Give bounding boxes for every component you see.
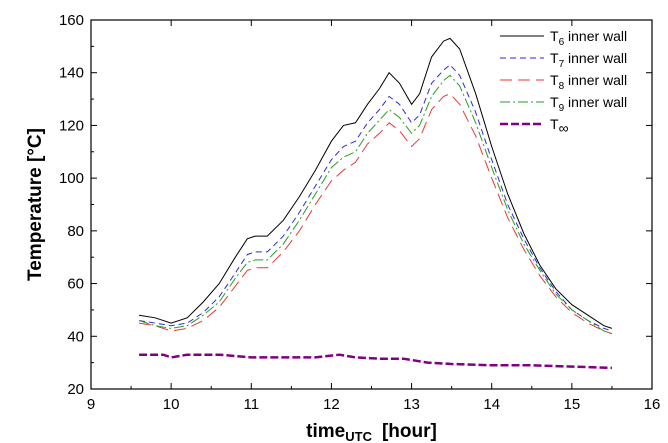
y-axis-title: Temperature [°C] xyxy=(25,128,46,281)
y-tick-label: 40 xyxy=(67,328,84,345)
y-tick-label: 160 xyxy=(59,12,84,29)
series-line-1 xyxy=(139,37,613,329)
x-tick-label: 9 xyxy=(87,396,95,413)
y-tick-label: 100 xyxy=(59,170,84,187)
series-line-5 xyxy=(139,353,612,370)
x-tick-label: 12 xyxy=(323,396,340,413)
y-tick-label: 60 xyxy=(67,276,84,293)
series-line-2 xyxy=(139,64,613,332)
y-tick-label: 80 xyxy=(67,223,84,240)
x-tick-label: 13 xyxy=(403,396,420,413)
legend-entry-1: T6 inner wall xyxy=(550,28,627,48)
series-line-3 xyxy=(139,93,613,335)
x-axis-title: timeUTC [hour] xyxy=(306,421,437,443)
series-line-4 xyxy=(138,74,613,335)
series-lines xyxy=(138,37,613,370)
x-axis-ticks: 9 10 11 12 13 14 15 16 xyxy=(87,20,661,413)
legend-entry-5: T∞ xyxy=(550,116,569,136)
x-axis-title-subscript: UTC xyxy=(345,429,372,443)
x-axis-title-unit: [hour] xyxy=(382,421,437,442)
x-axis-title-main: time xyxy=(306,421,345,442)
legend-entry-3: T8 inner wall xyxy=(550,72,627,92)
y-axis-ticks: 20 40 60 80 100 120 140 160 xyxy=(59,12,652,398)
x-tick-label: 11 xyxy=(243,396,259,413)
y-tick-label: 20 xyxy=(67,381,84,398)
x-tick-label: 16 xyxy=(644,396,661,413)
y-tick-label: 140 xyxy=(59,65,84,82)
legend-entry-2: T7 inner wall xyxy=(550,50,627,70)
legend-entry-4: T9 inner wall xyxy=(550,94,627,114)
x-tick-label: 15 xyxy=(564,396,581,413)
plot-frame xyxy=(90,19,653,390)
y-tick-label: 120 xyxy=(59,117,84,134)
x-tick-label: 14 xyxy=(483,396,500,413)
x-tick-label: 10 xyxy=(163,396,180,413)
